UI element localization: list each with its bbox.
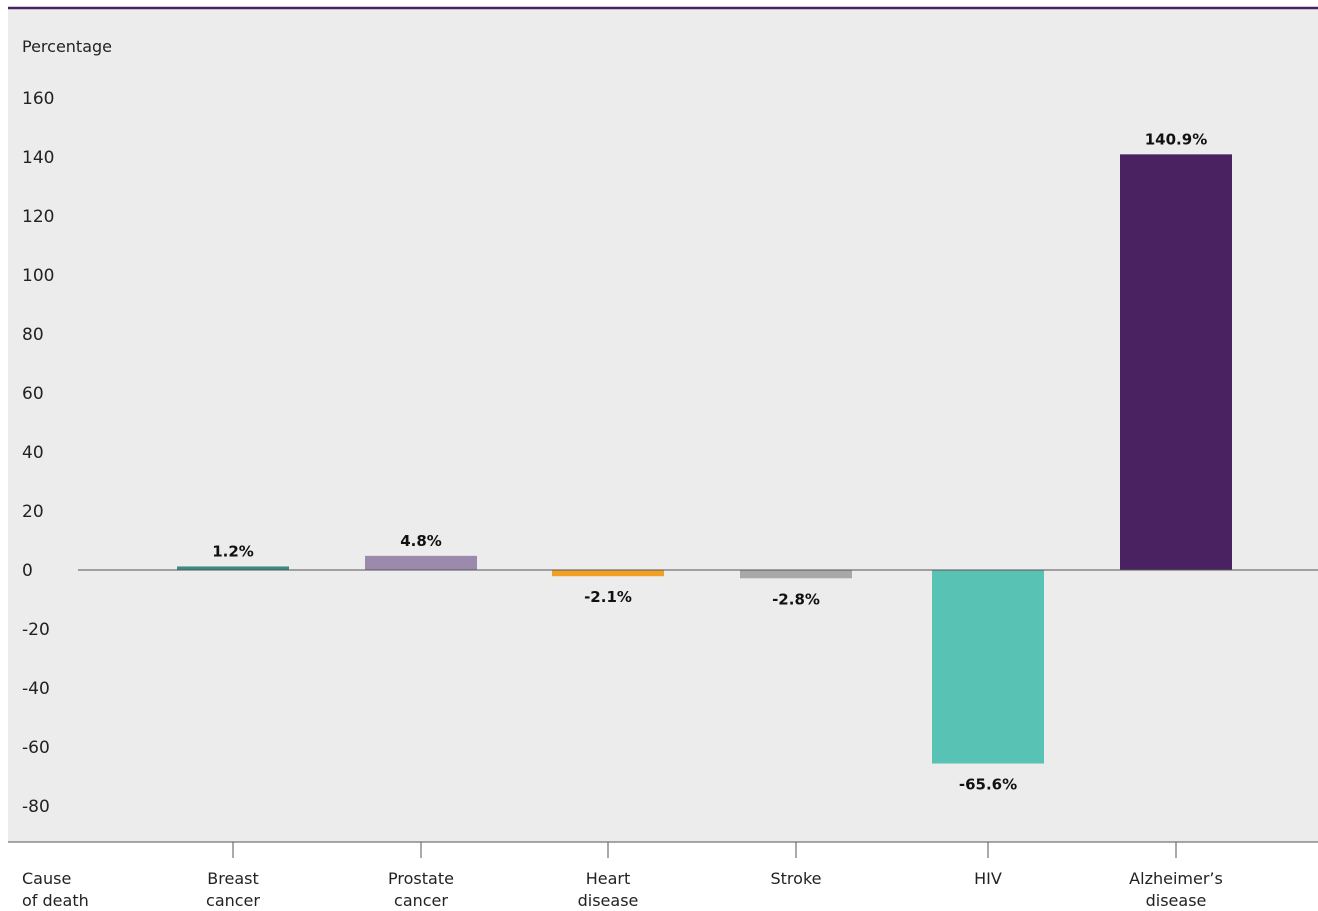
x-tick-label: HIV	[974, 869, 1002, 888]
data-label: 4.8%	[400, 532, 442, 550]
data-label: 140.9%	[1145, 130, 1207, 148]
y-tick-label: 100	[22, 266, 54, 286]
x-axis-labels: Cause of death Breast cancer Prostate cancer H…	[22, 842, 1223, 910]
y-axis-label: Percentage	[22, 37, 112, 56]
bar	[932, 570, 1044, 764]
y-tick-label: -40	[22, 679, 50, 699]
x-tick-label: Prostate cancer	[388, 869, 454, 910]
y-tick-label: 140	[22, 148, 54, 168]
y-tick-label: 40	[22, 443, 44, 463]
bar	[552, 570, 664, 576]
bar	[740, 570, 852, 578]
y-tick-label: 0	[22, 561, 33, 581]
bar	[365, 556, 477, 570]
data-label: -2.8%	[772, 590, 820, 608]
y-tick-label: 80	[22, 325, 44, 345]
x-tick-label: Stroke	[771, 869, 822, 888]
x-axis-label: Cause of death	[22, 869, 89, 910]
data-label: 1.2%	[212, 542, 254, 560]
y-tick-label: -80	[22, 797, 50, 817]
x-tick-label: Breast cancer	[206, 869, 260, 910]
x-tick-label: Heart disease	[578, 869, 639, 910]
bar	[1120, 154, 1232, 570]
data-label: -2.1%	[584, 588, 632, 606]
y-tick-label: 120	[22, 207, 54, 227]
y-tick-label: -20	[22, 620, 50, 640]
y-tick-label: 20	[22, 502, 44, 522]
data-label: -65.6%	[959, 776, 1017, 794]
y-tick-label: 60	[22, 384, 44, 404]
y-tick-label: -60	[22, 738, 50, 758]
y-tick-label: 160	[22, 89, 54, 109]
bar	[177, 566, 289, 570]
x-tick-label: Alzheimer’s disease	[1129, 869, 1223, 910]
